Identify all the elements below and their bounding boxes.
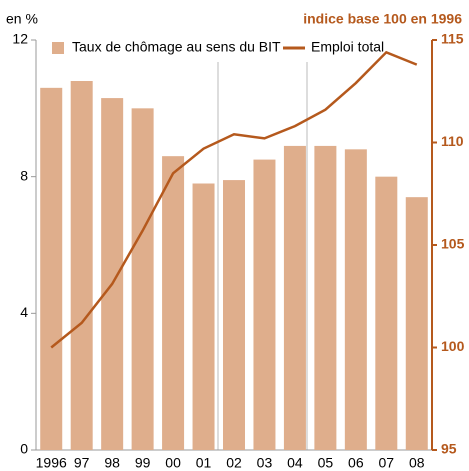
y2-tick-label: 100: [441, 338, 465, 354]
y2-tick-label: 105: [441, 236, 465, 252]
y-tick-label: 8: [20, 167, 28, 183]
y-tick-label: 0: [20, 441, 28, 457]
x-tick-label: 00: [165, 455, 181, 471]
bar: [253, 159, 276, 451]
y-tick-label: 4: [20, 304, 28, 320]
x-tick-label: 1996: [36, 455, 67, 471]
y-tick-label: 12: [12, 31, 28, 47]
bar: [223, 180, 245, 451]
bar: [131, 108, 154, 450]
bar: [40, 87, 63, 450]
x-tick-label: 04: [287, 455, 303, 471]
legend-label: Taux de chômage au sens du BIT: [72, 39, 281, 55]
y2-axis-label: indice base 100 en 1996: [303, 11, 462, 27]
bar: [344, 149, 367, 451]
x-tick-label: 99: [135, 455, 151, 471]
y2-tick-label: 115: [441, 31, 464, 47]
x-tick-label: 98: [104, 455, 120, 471]
x-tick-label: 97: [74, 455, 90, 471]
y-axis-label: en %: [6, 11, 38, 27]
bar: [283, 145, 306, 450]
y2-tick-label: 95: [441, 441, 457, 457]
legend-swatch: [52, 42, 64, 54]
x-tick-label: 01: [196, 455, 212, 471]
bar: [192, 183, 215, 450]
x-tick-label: 06: [348, 455, 364, 471]
bar: [314, 145, 337, 450]
legend-label: Emploi total: [311, 39, 384, 55]
bar: [162, 156, 185, 450]
y2-tick-label: 110: [441, 133, 464, 149]
x-tick-label: 02: [226, 455, 242, 471]
bar: [101, 98, 124, 450]
bar: [375, 176, 398, 450]
x-tick-label: 07: [379, 455, 395, 471]
line: [50, 50, 418, 349]
x-tick-label: 03: [257, 455, 273, 471]
x-tick-label: 05: [318, 455, 334, 471]
bar: [405, 197, 428, 450]
bar: [70, 81, 93, 450]
x-tick-label: 08: [409, 455, 425, 471]
